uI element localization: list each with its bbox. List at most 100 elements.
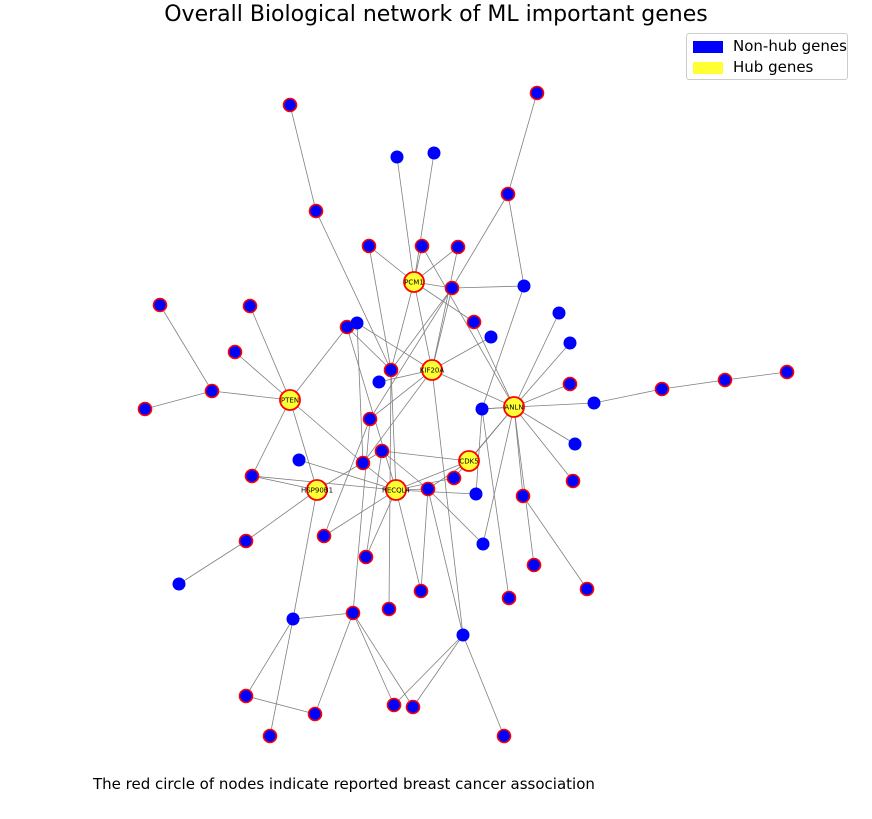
gene-node-v	[563, 336, 577, 350]
legend-swatch-hub	[693, 62, 723, 74]
caption: The red circle of nodes indicate reporte…	[93, 775, 595, 793]
gene-node-z	[717, 372, 733, 388]
hub-label-anln: ANLN	[504, 404, 523, 412]
edge-p-PTEN	[211, 390, 291, 401]
gene-node-ay	[172, 577, 186, 591]
chart-title: Overall Biological network of ML importa…	[164, 2, 708, 27]
edge-e-PCM1	[396, 156, 415, 283]
edge-PTEN-ak	[289, 399, 364, 464]
edge-ANLN-x	[513, 402, 595, 408]
gene-node-k	[517, 279, 531, 293]
edge-q-ac	[346, 326, 392, 371]
gene-node-aq	[316, 528, 332, 544]
edge-m-PTEN	[249, 305, 291, 401]
edge-x-y	[593, 388, 663, 404]
gene-node-x	[587, 396, 601, 410]
edge-PTEN-q	[289, 326, 348, 401]
hub-node-pten	[279, 389, 301, 411]
gene-node-ar	[358, 549, 374, 565]
gene-node-bf	[386, 697, 402, 713]
gene-node-aj	[374, 443, 390, 459]
gene-node-aw	[413, 583, 429, 599]
edge-aj-an	[381, 450, 429, 490]
hub-label-hsp90b1: HSP90B1	[301, 487, 333, 495]
gene-node-s	[466, 314, 482, 330]
gene-node-as	[476, 537, 490, 551]
gene-node-y	[654, 381, 670, 397]
hub-node-cdk5	[458, 450, 480, 472]
gene-node-ad	[362, 411, 378, 427]
edge-an-aw	[420, 488, 429, 592]
edge-k-ae	[481, 285, 525, 410]
edge-KIF20A-ANLN	[431, 369, 515, 408]
hub-node-recql4	[385, 479, 407, 501]
gene-node-ac	[383, 362, 399, 378]
edge-t-KIF20A	[431, 336, 492, 371]
hub-label-recql4: RECQL4	[382, 487, 411, 495]
edge-c-d	[507, 92, 538, 195]
hub-node-kif20a	[421, 359, 443, 381]
gene-node-be	[262, 728, 278, 744]
gene-node-h	[414, 238, 430, 254]
gene-node-i	[450, 239, 466, 255]
gene-node-u	[552, 306, 566, 320]
edge-PCM1-KIF20A	[413, 281, 433, 371]
edge-j-ac	[390, 287, 453, 371]
hub-node-pcm1	[403, 271, 425, 293]
gene-node-b	[308, 203, 324, 219]
edge-PTEN-al	[251, 399, 291, 477]
gene-node-j	[444, 280, 460, 296]
edge-CDK5-aj	[381, 450, 470, 462]
nodes-layer	[137, 85, 795, 744]
edge-HSP90B1-ap	[245, 489, 318, 542]
edge-n-PTEN	[234, 351, 291, 401]
edge-KIF20A-bb	[431, 369, 464, 636]
gene-node-e	[390, 150, 404, 164]
edge-o-p	[144, 390, 213, 410]
edge-az-ba	[292, 612, 354, 620]
gene-node-ak	[355, 455, 371, 471]
edge-ba-bd	[314, 612, 354, 715]
edge-j-k	[451, 285, 525, 289]
gene-node-bh	[496, 728, 512, 744]
edge-r-ak	[356, 322, 364, 464]
edge-aq-RECQL4	[323, 489, 397, 537]
edge-ai-RECQL4	[298, 459, 397, 491]
edge-d-k	[507, 193, 525, 287]
gene-node-bb	[456, 628, 470, 642]
edge-az-bc	[245, 618, 294, 697]
edge-ANLN-at	[513, 406, 535, 566]
edge-KIF20A-ak	[362, 369, 433, 464]
edge-ad-ba	[352, 418, 371, 614]
edge-RECQL4-aw	[395, 489, 422, 592]
edge-ANLN-u	[513, 312, 560, 408]
edge-a-b	[289, 104, 317, 212]
legend-swatch-non-hub	[693, 41, 723, 53]
edge-KIF20A-ad	[369, 369, 433, 420]
edge-ac-RECQL4	[390, 369, 397, 491]
edge-PCM1-ac	[390, 281, 415, 371]
gene-node-bc	[238, 688, 254, 704]
edge-ae-ao	[475, 408, 483, 495]
legend: Non-hub genes Hub genes	[686, 33, 848, 80]
hub-node-hsp90b1	[306, 479, 328, 501]
edge-q-RECQL4	[346, 326, 397, 491]
edge-z-aa	[724, 371, 788, 381]
gene-node-az	[286, 612, 300, 626]
gene-node-n	[227, 344, 243, 360]
gene-node-ap	[238, 533, 254, 549]
edge-an-bb	[427, 488, 464, 636]
edge-s-ANLN	[473, 321, 515, 408]
gene-node-aa	[779, 364, 795, 380]
edge-ba-bf	[352, 612, 395, 706]
edge-j-KIF20A	[431, 287, 453, 371]
edge-HSP90B1-az	[292, 489, 318, 620]
edge-RECQL4-ao	[395, 489, 477, 495]
gene-node-ba	[345, 605, 361, 621]
gene-node-ae	[475, 402, 489, 416]
edge-d-j	[451, 193, 509, 289]
edge-PTEN-HSP90B1	[289, 399, 318, 491]
gene-node-ab	[372, 375, 386, 389]
hub-node-anln	[503, 396, 525, 418]
